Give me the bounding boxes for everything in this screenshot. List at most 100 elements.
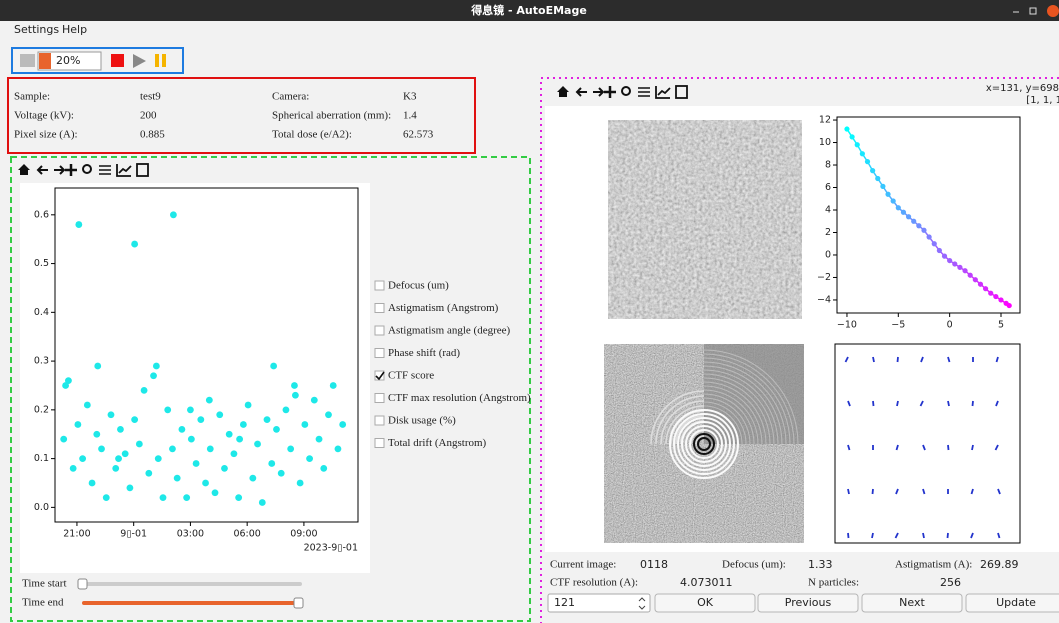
point [316,436,323,443]
menu-item[interactable]: Help [62,23,87,36]
status-label: Defocus (um): [722,559,786,571]
trajectory-point [844,126,849,131]
checkbox-label: Defocus (um) [388,280,449,292]
info-value: 62.573 [403,129,434,141]
checkbox[interactable] [375,326,384,335]
info-label: Total dose (e/A2): [272,129,352,141]
stop-button[interactable] [111,54,124,67]
point [74,421,81,428]
status-value: 269.89 [980,558,1019,571]
cursor-coords: x=131, y=698 [986,83,1059,94]
y-tick-label: 0.5 [34,258,49,269]
point [93,431,100,438]
pan-icon[interactable] [65,164,77,176]
x-tick-label: −10 [837,320,857,331]
status-label: Astigmatism (A): [895,559,972,571]
plot-area [55,188,358,522]
series-options: Defocus (um)Astigmatism (Angstrom)Astigm… [375,280,531,450]
axes-icon[interactable] [117,164,131,176]
point [98,445,105,452]
zoom-icon[interactable] [83,165,91,173]
menu-bar [0,21,1059,37]
point [60,436,67,443]
home-icon[interactable] [18,164,30,175]
pause-button[interactable] [155,54,159,67]
forward-icon[interactable] [593,88,603,96]
micrograph [608,120,802,319]
drift-mark [873,489,874,494]
menu-item[interactable]: Settings [14,23,59,36]
point [207,445,214,452]
pan-icon[interactable] [604,86,616,98]
trajectory-point [916,223,921,228]
checkbox-label: Disk usage (%) [388,415,456,427]
trajectory-point [957,265,962,270]
checkbox-label: Astigmatism angle (degree) [388,325,511,337]
y-tick-label: 0.4 [34,307,49,318]
back-icon[interactable] [38,166,48,174]
button-label[interactable]: OK [697,596,714,609]
checkbox[interactable] [375,394,384,403]
point [126,484,133,491]
time-sliders: Time start Time end [22,578,303,609]
app-window: 得息镜 - AutoEMage Settings Help 20% Sample… [0,0,1059,623]
y-tick-label: 0 [825,249,831,260]
trajectory-point [973,277,978,282]
play-button[interactable] [133,54,146,68]
y-tick-label: −2 [817,272,831,283]
slider-handle[interactable] [294,598,303,608]
drift-mark [897,401,898,406]
checkbox[interactable] [375,349,384,358]
point [278,470,285,477]
y-tick-label: 0.1 [34,453,49,464]
slider-handle[interactable] [78,579,87,589]
forward-icon[interactable] [54,166,64,174]
point [320,465,327,472]
slider-label: Time start [22,578,67,590]
y-tick-label: 0.6 [34,209,49,220]
close[interactable] [1047,5,1059,17]
checkbox[interactable] [375,281,384,290]
info-value: 200 [140,110,157,122]
save-icon[interactable] [137,164,148,176]
info-value: K3 [403,91,417,103]
save-icon[interactable] [676,86,687,98]
trajectory-point [875,176,880,181]
zoom-icon[interactable] [622,87,630,95]
point [187,406,194,413]
point [287,445,294,452]
trajectory-point [870,168,875,173]
point [202,480,209,487]
drift-mark [873,401,874,406]
button-label[interactable]: Previous [785,596,832,609]
home-icon[interactable] [557,86,569,97]
back-icon[interactable] [577,88,587,96]
button-label[interactable]: Next [899,596,925,609]
spinbox-value[interactable]: 121 [554,596,575,609]
config-icon[interactable] [638,88,650,96]
point [62,382,69,389]
status-area: Current image:0118Defocus (um):1.33Astig… [548,558,1059,612]
open-button[interactable] [20,54,35,67]
trajectory-point [952,261,957,266]
point [169,445,176,452]
point [193,460,200,467]
info-value: 0.885 [140,129,165,141]
checkbox[interactable] [375,439,384,448]
status-label: CTF resolution (A): [550,577,638,589]
point [297,480,304,487]
point [270,363,277,370]
slider-track[interactable] [82,582,302,586]
point [291,382,298,389]
trajectory-point [860,151,865,156]
checkbox[interactable] [375,416,384,425]
checkbox[interactable] [375,304,384,313]
point [183,494,190,501]
pause-button[interactable] [162,54,166,67]
config-icon[interactable] [99,166,111,174]
axes-icon[interactable] [656,86,670,98]
slider-track[interactable] [82,601,302,605]
drift-mark [923,533,924,538]
slider-label: Time end [22,597,64,609]
button-label[interactable]: Update [996,596,1036,609]
